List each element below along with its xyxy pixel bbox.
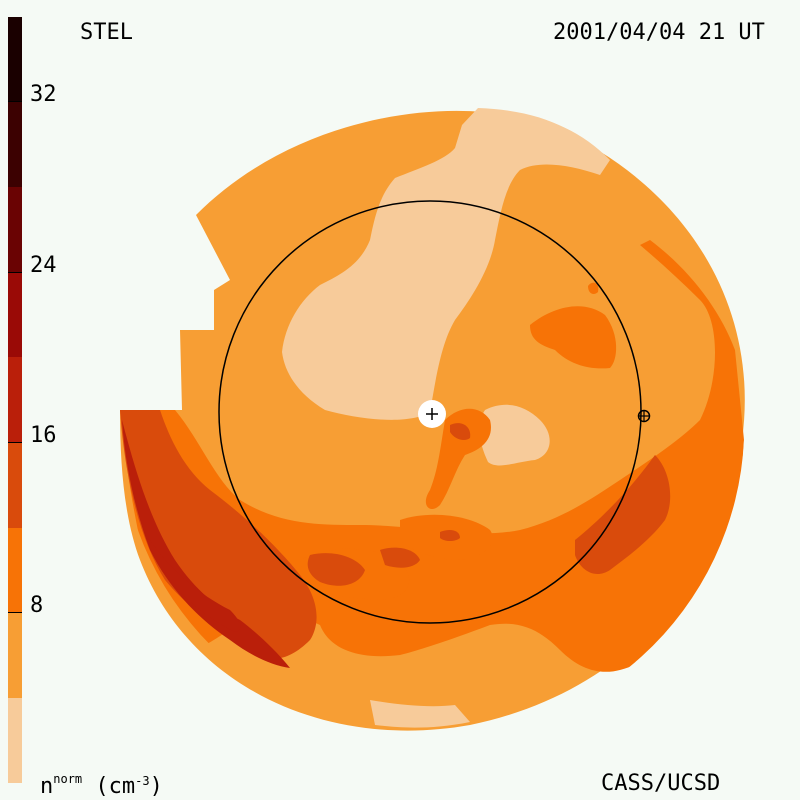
map-region-dark	[120, 410, 317, 659]
colorbar-tick-label: 24	[30, 253, 57, 278]
map-region-darker	[122, 420, 290, 668]
map-region-darker	[149, 540, 241, 632]
colorbar-segment	[8, 272, 22, 358]
map-region-mid	[425, 408, 491, 510]
datetime-label: 2001/04/04 21 UT	[553, 20, 765, 45]
colorbar-segment	[8, 527, 22, 613]
unit-label-close: )	[149, 774, 163, 799]
map-region-dark	[575, 455, 671, 575]
colorbar-tick	[8, 272, 22, 273]
colorbar-tick-label: 16	[30, 423, 57, 448]
unit-label-sup: norm	[53, 772, 83, 786]
instrument-label: STEL	[80, 20, 133, 45]
map-region-mid	[530, 306, 617, 369]
credit-label: CASS/UCSD	[601, 771, 721, 796]
map-region-light	[282, 108, 610, 420]
sun-icon	[418, 400, 446, 428]
colorbar-segment	[8, 697, 22, 783]
map-region-light	[479, 404, 550, 466]
colorbar-tick-label: 8	[30, 593, 44, 618]
map-region-light	[370, 700, 470, 728]
map-region-dark	[450, 423, 471, 440]
earth-icon	[637, 409, 651, 423]
colorbar-segment	[8, 357, 22, 443]
colorbar-segment	[8, 17, 22, 103]
colorbar-segment	[8, 102, 22, 188]
unit-label: nnorm (cm-3)	[40, 773, 163, 798]
map-region-mid	[588, 282, 599, 294]
unit-label-base: n	[40, 774, 54, 799]
colorbar-tick	[8, 442, 22, 443]
map-region-dark	[440, 530, 460, 541]
map-region-dark	[307, 553, 365, 586]
colorbar	[8, 17, 22, 783]
colorbar-segment	[8, 187, 22, 273]
map-region-dark	[380, 547, 420, 568]
colorbar-tick	[8, 101, 22, 102]
colorbar-tick	[8, 612, 22, 613]
unit-label-exp: -3	[135, 774, 150, 788]
colorbar-segment	[8, 442, 22, 528]
colorbar-tick-label: 32	[30, 82, 57, 107]
unit-label-rest: (cm	[82, 774, 136, 799]
colorbar-segment	[8, 612, 22, 698]
